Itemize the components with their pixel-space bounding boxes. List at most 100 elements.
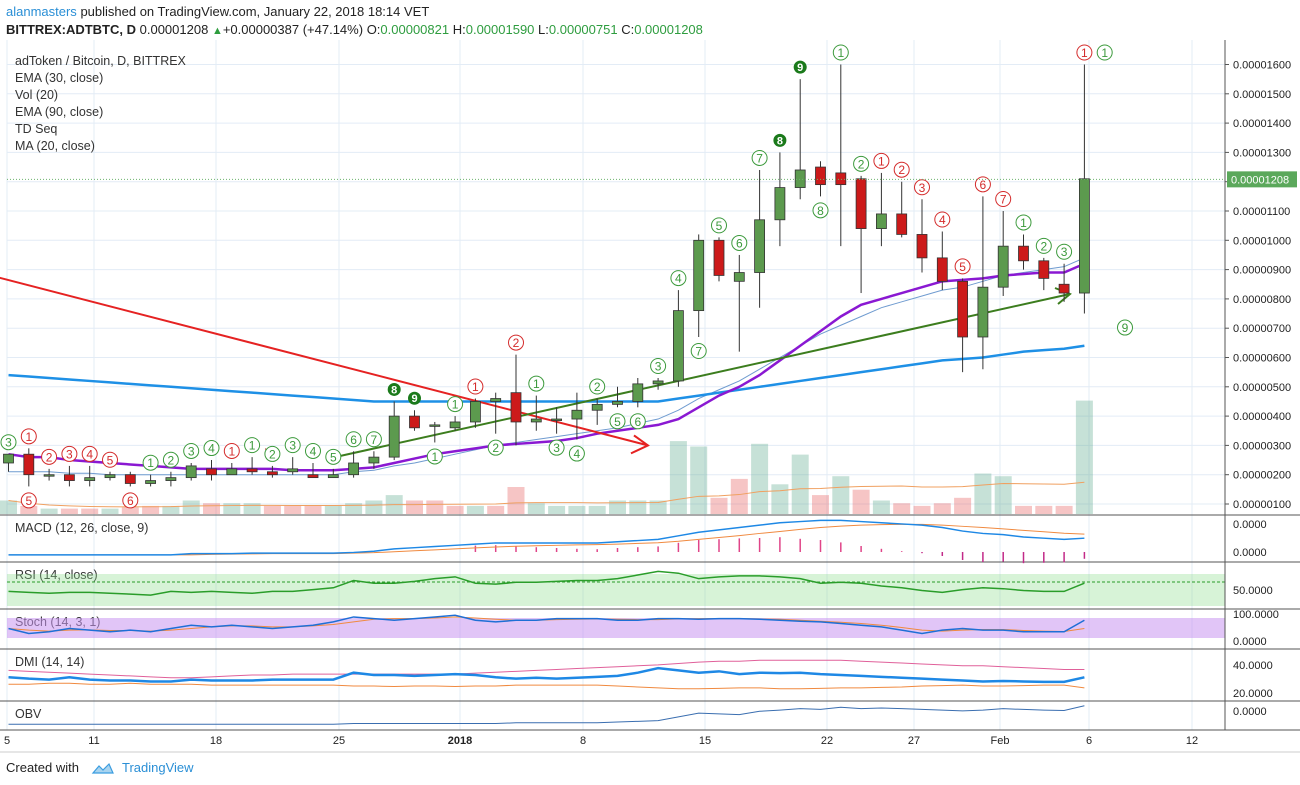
volume-bar: [588, 505, 606, 514]
td-label: 6: [350, 433, 357, 447]
td-label-bg: [142, 454, 159, 471]
dmi-tick-label: 40.0000: [1233, 660, 1273, 672]
volume-bar: [629, 500, 647, 514]
candle-up: [754, 219, 765, 273]
td-label-bg: [873, 152, 890, 169]
volume-bar: [872, 500, 890, 514]
candle-down: [1038, 260, 1050, 279]
volume-bar: [730, 478, 748, 514]
td-label: 2: [513, 336, 520, 350]
candle-down: [1058, 283, 1070, 294]
td-label: 5: [25, 494, 32, 508]
high-value: 0.00001590: [465, 22, 535, 37]
td-label-bg: [711, 217, 727, 234]
candle-down: [124, 474, 136, 484]
td-label-bg: [853, 155, 870, 172]
td-label: 9: [411, 393, 417, 405]
volume-bar: [304, 505, 322, 514]
footer: Created with TradingView: [6, 760, 194, 776]
volume-bar: [913, 505, 931, 514]
price-tick-label: 0.00001400: [1233, 118, 1291, 130]
volume-bar: [710, 497, 728, 514]
candle-up: [327, 474, 339, 479]
volume-bar: [954, 497, 972, 514]
legend-ma20[interactable]: MA (20, close): [15, 139, 95, 153]
stoch-tick-label: 100.0000: [1233, 609, 1279, 621]
ema90-line: [8, 344, 1085, 403]
td-label: 3: [66, 447, 73, 461]
price-tick-label: 0.00000600: [1233, 353, 1291, 365]
axes: 0.00000100 0.00000200 0.00000300 0.00000400…: [0, 40, 1300, 753]
candle-up: [551, 418, 562, 421]
candle-up: [876, 213, 887, 229]
td-label-bg: [609, 413, 626, 430]
ma20-line: [8, 262, 1085, 472]
candle-down: [835, 172, 847, 186]
td-label: 1: [228, 444, 235, 458]
volume-bar: [527, 503, 545, 514]
td-label-bg: [264, 445, 281, 462]
tradingview-logo-icon: [91, 762, 114, 774]
candle-up: [226, 468, 238, 476]
volume-bar: [568, 505, 586, 514]
td-label: 3: [188, 444, 195, 458]
candle-up: [449, 421, 461, 429]
stoch-tick-label: 0.0000: [1233, 636, 1267, 648]
legend-tdseq[interactable]: TD Seq: [15, 122, 58, 136]
low-label: L:: [538, 22, 549, 37]
volume-bar: [40, 508, 58, 514]
td-label-bg: [426, 448, 443, 465]
macd-tick-label: 0.0000: [1233, 519, 1267, 531]
candle-down: [307, 474, 319, 479]
td-label-bg: [974, 176, 991, 193]
td-label-bg: [995, 191, 1012, 207]
volume-bar: [446, 505, 464, 514]
low-value: 0.00000751: [548, 22, 618, 37]
time-tick-label: 2018: [448, 735, 472, 747]
legend-title[interactable]: adToken / Bitcoin, D, BITTREX: [15, 54, 186, 68]
close-label: C:: [621, 22, 635, 37]
td-label: 7: [371, 433, 378, 447]
volume-bar: [487, 505, 505, 514]
td-label: 4: [574, 447, 581, 461]
up-arrow-icon: ▲: [211, 25, 223, 37]
volume-bar: [223, 503, 241, 514]
td-label: 1: [1081, 46, 1088, 60]
price-tick-label: 0.00001000: [1233, 235, 1291, 247]
rsi-tick-label: 50.0000: [1233, 585, 1273, 597]
time-tick-label: 6: [1086, 735, 1092, 747]
price-tick-label: 0.00000800: [1233, 294, 1291, 306]
td-label-bg: [751, 149, 768, 166]
tradingview-link[interactable]: TradingView: [122, 760, 194, 775]
td-label: 7: [695, 344, 702, 358]
volume-bar: [548, 505, 566, 514]
legend-ema30[interactable]: EMA (30, close): [15, 71, 104, 85]
price-tick-label: 0.00001300: [1233, 147, 1291, 159]
volume-bar: [162, 505, 180, 514]
volume-bar: [1055, 505, 1073, 514]
legend-ema90[interactable]: EMA (90, close): [15, 105, 104, 119]
volume-bar: [690, 446, 708, 514]
td-label-bg: [305, 442, 321, 459]
price-tick-label: 0.00000100: [1233, 499, 1291, 511]
created-with-text: Created with: [6, 760, 79, 775]
td-label: 5: [716, 219, 723, 233]
candle-up: [571, 409, 583, 420]
candle-up: [43, 474, 55, 477]
td-label: 3: [655, 360, 662, 374]
adx-line: [8, 659, 1085, 679]
candle-up: [368, 456, 380, 464]
candle-down: [1018, 245, 1029, 262]
author-link[interactable]: alanmasters: [6, 4, 77, 19]
candle-up: [3, 453, 14, 464]
td-label: 9: [1122, 321, 1129, 335]
td-label-bg: [487, 439, 504, 456]
td-label-bg: [589, 378, 606, 395]
volume-bar: [893, 503, 911, 514]
volume-bar: [81, 508, 99, 514]
candle-down: [916, 234, 928, 259]
candle-down: [815, 166, 826, 186]
td-label-bg: [812, 202, 829, 219]
legend-vol[interactable]: Vol (20): [15, 88, 59, 102]
